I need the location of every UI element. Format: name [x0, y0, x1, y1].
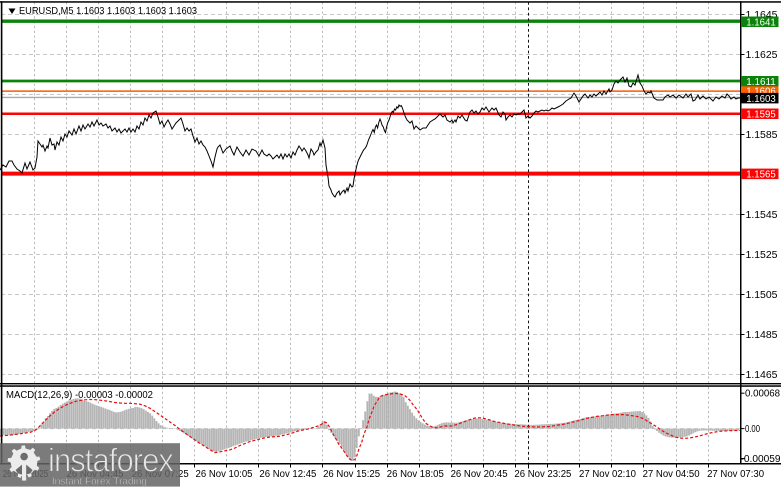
svg-text:27 Nov 07:30: 27 Nov 07:30	[707, 469, 765, 480]
svg-text:0.00068: 0.00068	[745, 389, 780, 400]
svg-text:1.1525: 1.1525	[746, 250, 778, 261]
svg-text:0.00: 0.00	[745, 424, 760, 435]
svg-text:1.1545: 1.1545	[746, 210, 778, 221]
svg-text:-0.00059: -0.00059	[741, 454, 781, 465]
svg-text:27 Nov 04:50: 27 Nov 04:50	[643, 469, 701, 480]
svg-text:1.1485: 1.1485	[746, 330, 778, 341]
svg-text:27 Nov 02:10: 27 Nov 02:10	[579, 469, 637, 480]
svg-text:1.1645: 1.1645	[746, 10, 778, 21]
svg-text:26 Nov 15:25: 26 Nov 15:25	[323, 469, 380, 480]
svg-text:26 Nov 18:05: 26 Nov 18:05	[387, 469, 444, 480]
svg-text:26 Nov 23:25: 26 Nov 23:25	[514, 469, 571, 480]
svg-text:1.1641: 1.1641	[746, 17, 776, 28]
svg-text:1.1585: 1.1585	[746, 130, 778, 141]
svg-text:26 Nov 10:05: 26 Nov 10:05	[196, 469, 253, 480]
svg-text:1.1505: 1.1505	[746, 290, 778, 301]
svg-text:MACD(12,26,9) -0.00003 -0.0000: MACD(12,26,9) -0.00003 -0.00002	[6, 390, 153, 401]
svg-text:1.1595: 1.1595	[746, 109, 776, 120]
svg-text:EURUSD,M5 1.1603 1.1603 1.160: EURUSD,M5 1.1603 1.1603 1.1603 1.1603	[19, 5, 197, 17]
svg-text:26 Nov 20:45: 26 Nov 20:45	[451, 469, 508, 480]
svg-text:1.1565: 1.1565	[746, 169, 776, 180]
svg-text:1.1625: 1.1625	[746, 50, 778, 61]
svg-text:1.1603: 1.1603	[746, 94, 776, 105]
svg-text:1.1465: 1.1465	[746, 370, 778, 381]
svg-text:Instant Forex Trading: Instant Forex Trading	[52, 476, 147, 488]
svg-text:instaforex: instaforex	[48, 442, 174, 479]
svg-text:1.1611: 1.1611	[746, 77, 776, 88]
svg-text:26 Nov 12:45: 26 Nov 12:45	[259, 469, 316, 480]
svg-text:1.1606: 1.1606	[746, 87, 776, 98]
